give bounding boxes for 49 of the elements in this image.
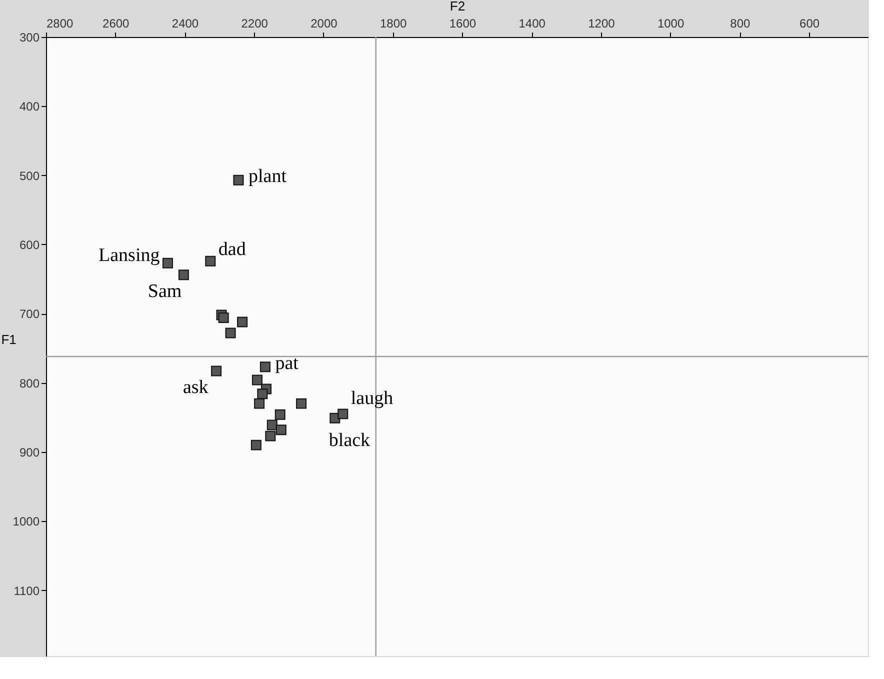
- x-tick-label: 2800: [46, 16, 74, 30]
- point: [250, 440, 262, 450]
- point: [162, 258, 173, 268]
- x-tick-label: 2600: [102, 16, 130, 30]
- point: [237, 316, 248, 328]
- y-tick-label: 800: [19, 376, 40, 390]
- point: [274, 409, 286, 420]
- point: [296, 398, 307, 409]
- x-tick-label: 800: [730, 16, 751, 30]
- point: [225, 328, 236, 338]
- y-tick-label: 700: [19, 307, 40, 322]
- annotation: pat: [275, 352, 300, 374]
- point: [218, 312, 229, 324]
- x-tick-label: 2000: [310, 16, 338, 30]
- point: [211, 366, 222, 376]
- y-tick-label: 300: [19, 30, 40, 44]
- point: [338, 408, 348, 420]
- point: [205, 256, 216, 266]
- annotation: ask: [182, 377, 209, 398]
- point: [257, 388, 268, 400]
- x-tick-label: 1400: [518, 16, 546, 30]
- y-tick-label: 900: [19, 445, 40, 460]
- point: [233, 174, 244, 186]
- point: [260, 362, 270, 372]
- x-tick-label: 600: [800, 16, 820, 30]
- annotation: laugh: [350, 388, 394, 409]
- point: [254, 398, 265, 409]
- x-axis-title: F2: [450, 0, 466, 14]
- y-tick-label: 400: [19, 100, 40, 114]
- x-tick-label: 1000: [657, 16, 684, 30]
- annotation: Sam: [148, 280, 182, 302]
- annotation: plant: [248, 166, 288, 188]
- x-tick-label: 2200: [241, 16, 268, 30]
- y-tick-label: 600: [19, 238, 40, 252]
- annotation: black: [328, 430, 371, 452]
- y-tick-label: 1000: [12, 514, 40, 529]
- y-tick-label: 500: [19, 168, 40, 183]
- annotation: Lansing: [98, 245, 160, 266]
- x-tick-label: 1800: [380, 16, 408, 30]
- annotation: dad: [218, 239, 246, 260]
- point: [252, 374, 262, 386]
- y-axis-title: F1: [1, 332, 16, 347]
- x-tick-label: 1600: [449, 16, 476, 30]
- x-tick-label: 1200: [588, 16, 616, 30]
- point: [178, 270, 189, 280]
- point: [276, 424, 286, 436]
- point: [265, 430, 276, 442]
- y-tick-label: 1100: [14, 584, 40, 598]
- x-tick-label: 2400: [172, 16, 199, 30]
